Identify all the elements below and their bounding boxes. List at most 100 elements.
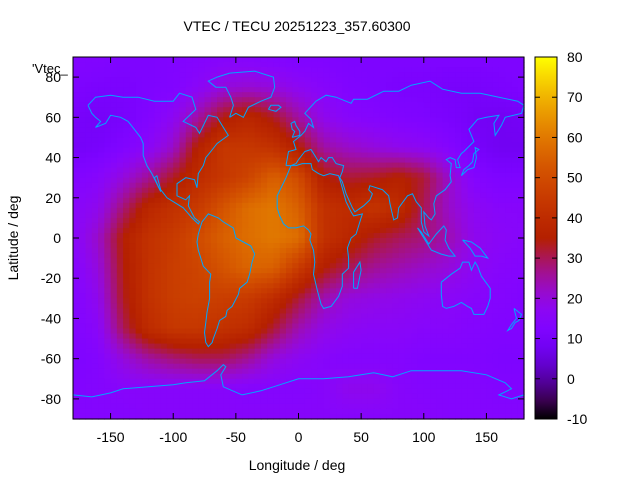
heatmap-cell xyxy=(185,313,193,320)
heatmap-cell xyxy=(317,137,325,144)
heatmap-cell xyxy=(98,82,105,88)
heatmap-cell xyxy=(455,72,462,78)
heatmap-cell xyxy=(198,172,206,179)
heatmap-cell xyxy=(129,253,137,259)
heatmap-cell xyxy=(448,248,456,254)
heatmap-cell xyxy=(285,278,293,284)
heatmap-cell xyxy=(386,92,394,98)
heatmap-cell xyxy=(361,62,368,68)
heatmap-cell xyxy=(135,273,143,279)
heatmap-cell xyxy=(116,393,124,400)
heatmap-cell xyxy=(267,187,275,194)
heatmap-cell xyxy=(354,238,362,244)
heatmap-cell xyxy=(480,192,488,199)
heatmap-cell xyxy=(248,268,256,274)
heatmap-cell xyxy=(166,388,174,395)
heatmap-cell xyxy=(123,308,130,315)
heatmap-cell xyxy=(354,102,362,108)
heatmap-cell xyxy=(336,363,343,370)
heatmap-cell xyxy=(386,157,394,164)
heatmap-cell xyxy=(367,82,375,88)
heatmap-cell xyxy=(492,348,500,355)
heatmap-cell xyxy=(104,77,112,83)
heatmap-cell xyxy=(367,293,375,299)
heatmap-cell xyxy=(85,212,93,219)
heatmap-cell xyxy=(348,117,356,123)
heatmap-cell xyxy=(217,162,224,169)
heatmap-cell xyxy=(411,172,419,179)
heatmap-cell xyxy=(166,142,174,149)
heatmap-cell xyxy=(436,192,444,199)
heatmap-cell xyxy=(386,62,394,68)
heatmap-cell xyxy=(354,157,362,164)
heatmap-cell xyxy=(298,353,306,360)
heatmap-cell xyxy=(373,383,381,390)
heatmap-cell xyxy=(373,343,381,350)
heatmap-cell xyxy=(386,82,394,88)
heatmap-cell xyxy=(348,102,356,108)
heatmap-cell xyxy=(248,62,256,68)
heatmap-cell xyxy=(129,227,137,234)
heatmap-cell xyxy=(348,202,356,209)
heatmap-cell xyxy=(85,263,93,269)
heatmap-cell xyxy=(423,363,431,370)
heatmap-cell xyxy=(455,57,462,63)
heatmap-cell xyxy=(79,348,87,355)
heatmap-cell xyxy=(73,192,80,199)
heatmap-cell xyxy=(492,232,500,239)
heatmap-cell xyxy=(442,288,450,294)
heatmap-cell xyxy=(417,187,425,194)
heatmap-cell xyxy=(173,378,181,385)
heatmap-cell xyxy=(417,82,425,88)
heatmap-cell xyxy=(260,197,268,204)
heatmap-cell xyxy=(505,87,513,93)
heatmap-cell xyxy=(160,232,168,239)
heatmap-cell xyxy=(361,67,368,73)
heatmap-cell xyxy=(323,268,331,274)
heatmap-cell xyxy=(248,122,256,128)
heatmap-cell xyxy=(480,157,488,164)
heatmap-cell xyxy=(492,167,500,174)
heatmap-cell xyxy=(223,383,231,390)
heatmap-cell xyxy=(285,192,293,199)
heatmap-cell xyxy=(392,263,400,269)
heatmap-cell xyxy=(480,67,488,73)
heatmap-cell xyxy=(148,298,156,304)
heatmap-cell xyxy=(160,72,168,78)
heatmap-cell xyxy=(386,258,394,264)
heatmap-cell xyxy=(192,293,199,299)
heatmap-cell xyxy=(248,308,256,315)
heatmap-cell xyxy=(517,323,525,330)
heatmap-cell xyxy=(417,373,425,380)
heatmap-cell xyxy=(166,243,174,249)
heatmap-cell xyxy=(411,268,419,274)
heatmap-cell xyxy=(430,243,437,249)
heatmap-cell xyxy=(373,227,381,234)
heatmap-cell xyxy=(392,97,400,103)
heatmap-cell xyxy=(386,313,394,320)
heatmap-cell xyxy=(323,102,331,108)
heatmap-cell xyxy=(354,293,362,299)
heatmap-cell xyxy=(185,72,193,78)
heatmap-cell xyxy=(185,243,193,249)
heatmap-cell xyxy=(423,182,431,189)
heatmap-cell xyxy=(79,333,87,340)
heatmap-cell xyxy=(292,278,300,284)
heatmap-cell xyxy=(298,348,306,355)
heatmap-cell xyxy=(423,258,431,264)
heatmap-cell xyxy=(160,77,168,83)
heatmap-cell xyxy=(323,368,331,375)
heatmap-cell xyxy=(204,263,212,269)
heatmap-cell xyxy=(498,313,506,320)
heatmap-cell xyxy=(467,303,475,309)
heatmap-cell xyxy=(179,132,187,139)
heatmap-cell xyxy=(229,62,237,68)
heatmap-cell xyxy=(386,358,394,365)
heatmap-cell xyxy=(260,92,268,98)
heatmap-cell xyxy=(304,82,312,88)
heatmap-cell xyxy=(166,127,174,134)
heatmap-cell xyxy=(242,343,249,350)
heatmap-cell xyxy=(79,92,87,98)
heatmap-cell xyxy=(166,313,174,320)
heatmap-cell xyxy=(104,222,112,229)
